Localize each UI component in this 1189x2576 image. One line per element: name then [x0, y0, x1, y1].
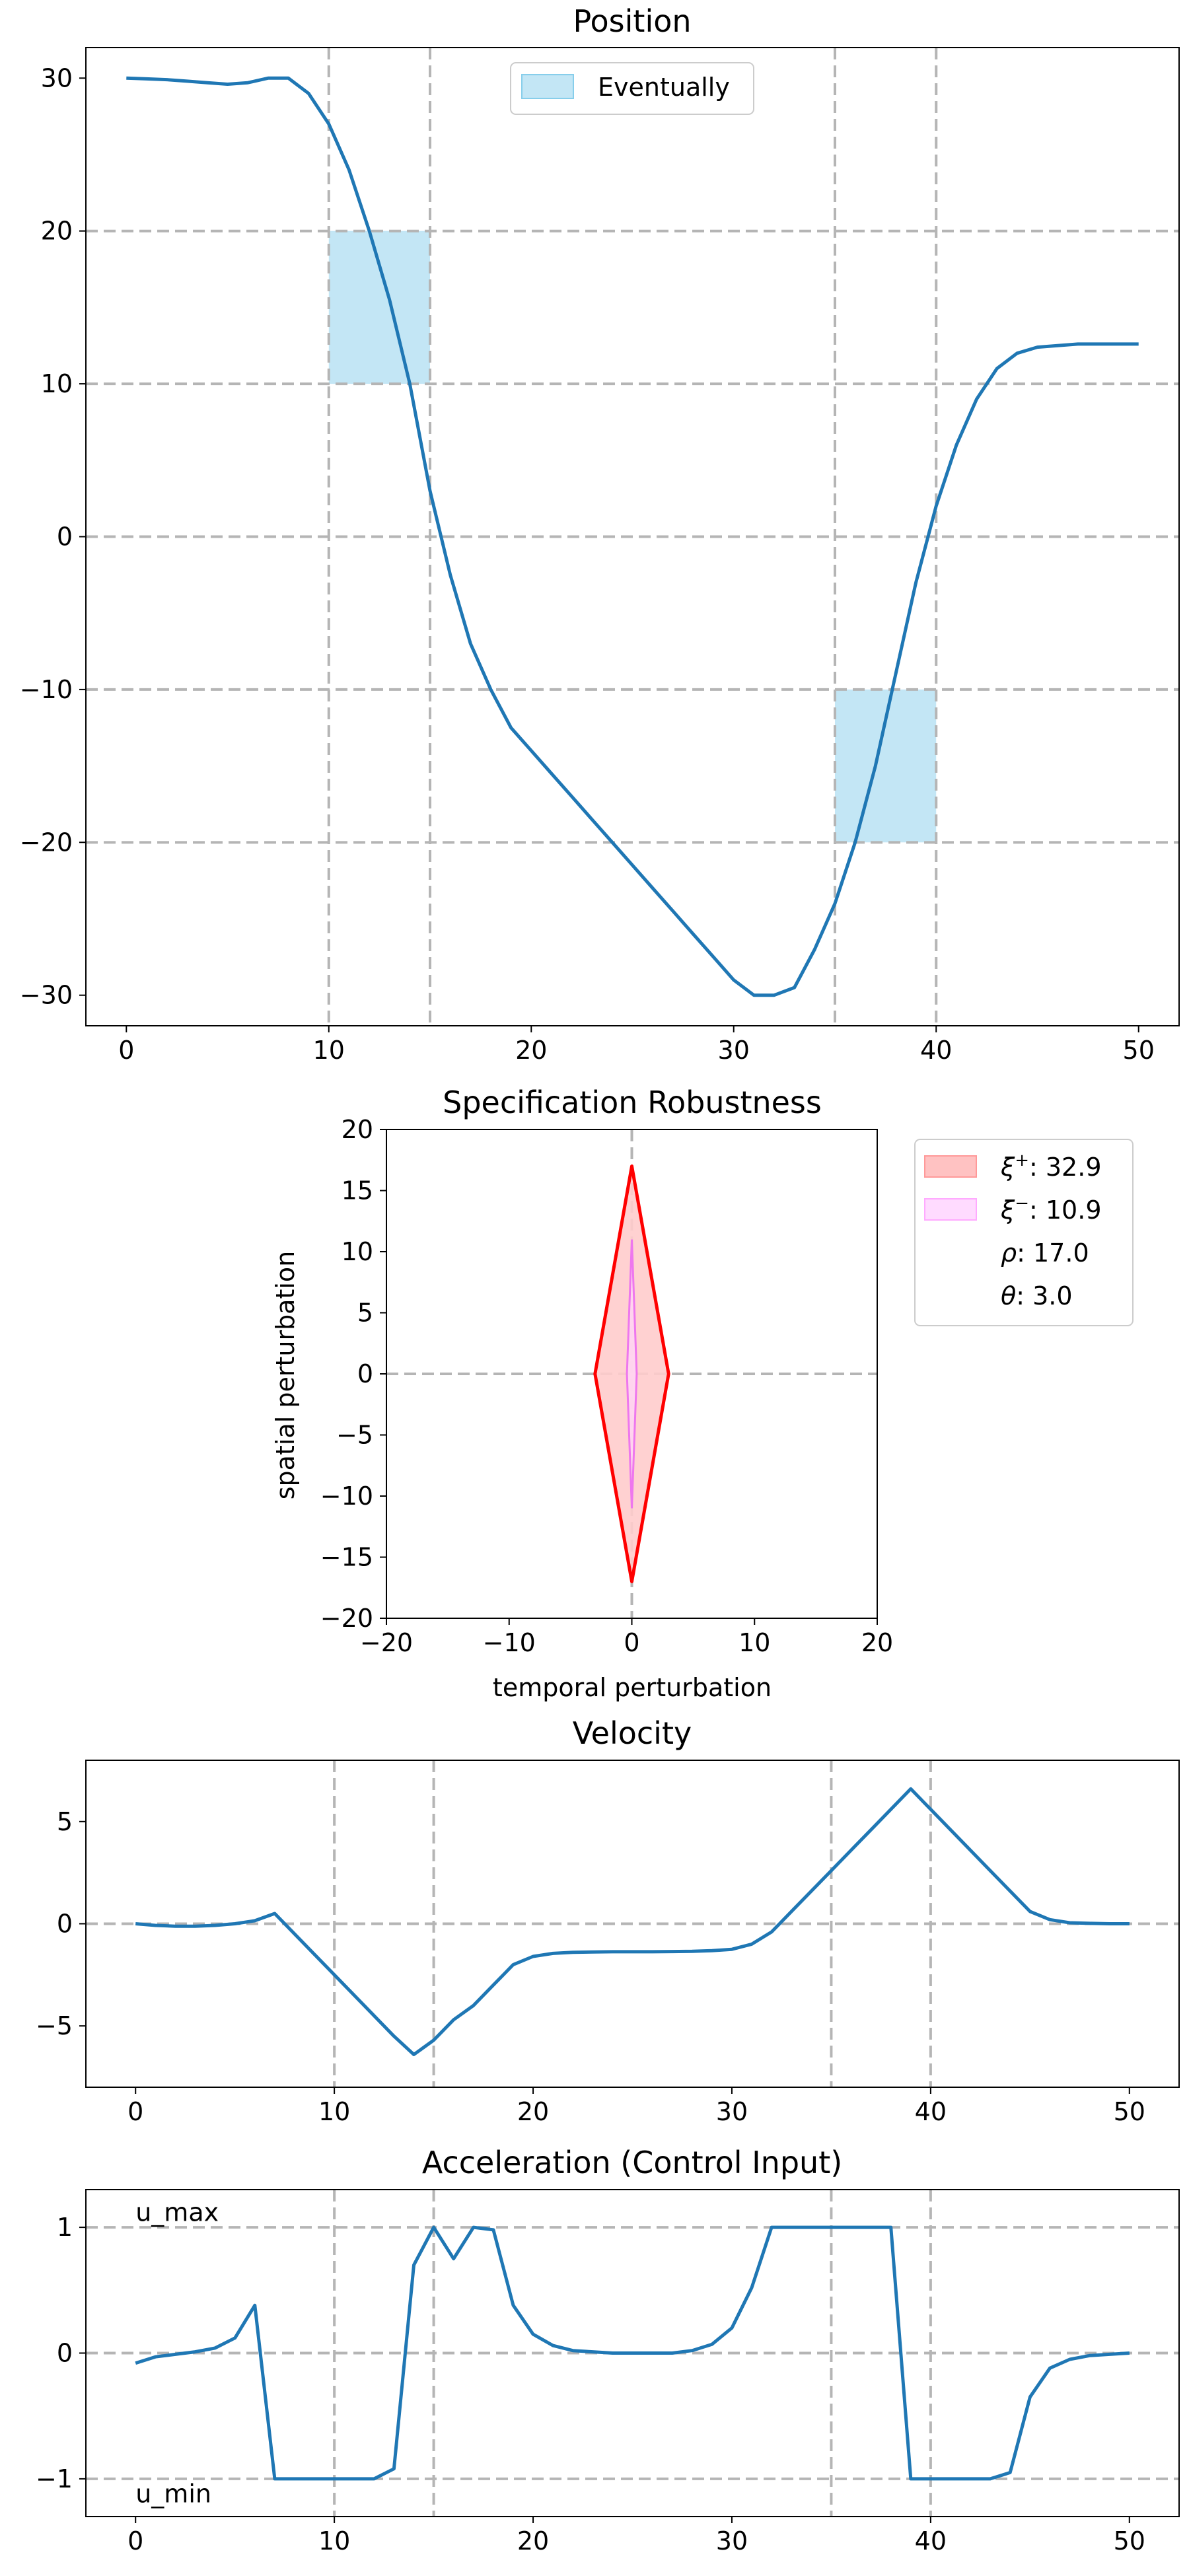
legend-label-xi-minus: ξ−: 10.9: [1000, 1194, 1102, 1225]
x-tick-label: 10: [313, 1036, 345, 1065]
x-tick-label: 50: [1114, 2097, 1145, 2126]
velocity-panel: Velocity 0 10 20 30 40 50 −5 0 5: [36, 1715, 1180, 2126]
legend-swatch-xi-plus: [924, 1155, 977, 1178]
acceleration-title: Acceleration (Control Input): [422, 2145, 842, 2180]
y-tick-label: 10: [342, 1237, 373, 1266]
position-title: Position: [573, 3, 691, 39]
y-tick-label: −30: [20, 981, 73, 1010]
position-legend: Eventually: [510, 62, 754, 115]
legend-frame: [914, 1139, 1134, 1326]
robustness-title: Specification Robustness: [443, 1085, 822, 1120]
y-tick-label: 0: [357, 1359, 373, 1388]
x-tick-label: 10: [739, 1628, 770, 1657]
series-line: [126, 76, 1139, 997]
y-tick-label: −1: [36, 2464, 73, 2493]
y-tick-label: −5: [36, 2011, 73, 2040]
control-limit-label: u_max: [135, 2198, 219, 2227]
control-limit-label: u_min: [135, 2480, 211, 2509]
x-tick-label: 50: [1123, 1036, 1155, 1065]
series-line: [135, 2225, 1130, 2481]
x-tick-label: −10: [483, 1628, 536, 1657]
x-tick-label: 30: [716, 2097, 748, 2126]
legend-label-eventually: Eventually: [598, 73, 730, 102]
y-tick-label: 0: [57, 522, 73, 552]
position-panel: Position 0 10 20 30 40 50 −30 −20 −10 0 10 20 30 Eve…: [20, 3, 1180, 1065]
y-tick-label: −20: [320, 1604, 373, 1633]
robustness-xlabel: temporal perturbation: [493, 1673, 772, 1702]
x-tick-label: −20: [360, 1628, 413, 1657]
y-tick-label: −5: [336, 1421, 373, 1450]
y-tick-label: 20: [342, 1115, 373, 1144]
legend-label-xi-plus: ξ+: 32.9: [1000, 1151, 1102, 1182]
y-tick-label: −15: [320, 1543, 373, 1572]
y-tick-label: −20: [20, 828, 73, 857]
x-tick-label: 0: [127, 2526, 143, 2556]
y-tick-label: 5: [357, 1299, 373, 1328]
x-tick-label: 40: [915, 2097, 947, 2126]
y-tick-label: 0: [57, 1910, 73, 1939]
y-tick-label: −10: [320, 1482, 373, 1511]
y-tick-label: 30: [41, 63, 73, 92]
x-tick-label: 0: [118, 1036, 134, 1065]
velocity-title: Velocity: [573, 1715, 692, 1751]
x-tick-label: 40: [920, 1036, 952, 1065]
x-tick-label: 0: [624, 1628, 639, 1657]
y-tick-label: 1: [57, 2213, 73, 2242]
legend-label-rho: ρ: 17.0: [1001, 1238, 1089, 1268]
x-tick-label: 30: [716, 2526, 748, 2556]
y-tick-label: 15: [342, 1176, 373, 1205]
x-tick-label: 20: [517, 2097, 549, 2126]
x-tick-label: 30: [718, 1036, 750, 1065]
legend-label-theta: θ: 3.0: [1001, 1281, 1073, 1310]
xi-minus-area: [626, 1239, 638, 1509]
x-tick-label: 40: [915, 2526, 947, 2556]
y-tick-label: 10: [41, 369, 73, 398]
y-tick-label: −10: [20, 675, 73, 704]
x-tick-label: 0: [127, 2097, 143, 2126]
xi-plus-outline: [593, 1164, 670, 1583]
x-tick-label: 20: [517, 2526, 549, 2556]
x-tick-label: 50: [1114, 2526, 1145, 2556]
x-tick-label: 10: [318, 2526, 350, 2556]
series-line: [135, 1787, 1130, 2056]
x-tick-label: 10: [318, 2097, 350, 2126]
robustness-legend: ξ+: 32.9 ξ−: 10.9 ρ: 17.0 θ: 3.0: [914, 1139, 1134, 1326]
robustness-panel: Specification Robustness −20 −10 0 10 20 −20 −…: [271, 1085, 1134, 1702]
y-tick-label: 20: [41, 217, 73, 246]
y-tick-label: 0: [57, 2339, 73, 2368]
legend-swatch-eventually: [521, 74, 574, 99]
x-tick-label: 20: [861, 1628, 893, 1657]
robustness-ylabel: spatial perturbation: [271, 1251, 300, 1500]
y-tick-label: 5: [57, 1807, 73, 1836]
acceleration-panel: Acceleration (Control Input) 0 10 20 30 40 50…: [36, 2145, 1180, 2556]
x-tick-label: 20: [515, 1036, 547, 1065]
eventually-region: [328, 231, 431, 384]
legend-swatch-xi-minus: [924, 1198, 977, 1221]
